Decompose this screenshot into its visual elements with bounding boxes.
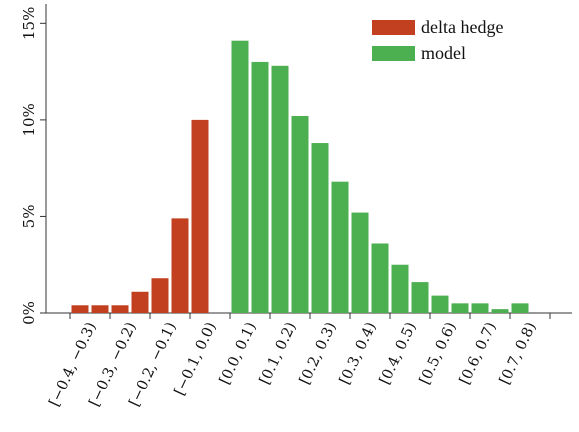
bar-model (271, 65, 289, 313)
y-tick-label: 5% (20, 205, 38, 229)
legend-label-model: model (421, 43, 466, 63)
x-tick-label: [0.5, 0.6) (417, 320, 460, 387)
bar-delta-hedge (71, 305, 89, 313)
bars (71, 40, 529, 313)
bar-delta-hedge (131, 291, 149, 313)
bar-model (451, 303, 469, 313)
bar-model (291, 116, 309, 313)
legend-label-delta-hedge: delta hedge (421, 17, 503, 37)
y-tick-label: 10% (20, 103, 38, 136)
bar-delta-hedge (191, 119, 209, 313)
bar-model (491, 309, 509, 313)
bar-model (371, 243, 389, 313)
legend-swatch-delta-hedge (372, 20, 415, 35)
x-tick-label: [−0.1, 0.0) (172, 320, 220, 398)
x-tick-label: [0.2, 0.3) (297, 320, 340, 387)
y-tick-label: 15% (20, 7, 38, 40)
y-tick-label: 0% (20, 301, 38, 325)
bar-model (351, 212, 369, 313)
x-tick-label: [0.4, 0.5) (377, 320, 420, 387)
legend: delta hedge model (372, 17, 503, 63)
bar-model (471, 303, 489, 313)
legend-swatch-model (372, 46, 415, 61)
bar-delta-hedge (171, 218, 189, 313)
bar-model (231, 40, 249, 313)
x-axis: [−0.4, −0.3)[−0.3, −0.2)[−0.2, −0.1)[−0.… (46, 312, 572, 409)
bar-model (391, 264, 409, 313)
x-tick-label: [0.3, 0.4) (337, 320, 380, 387)
bar-model (431, 295, 449, 313)
bar-model (331, 181, 349, 313)
x-tick-label: [0.1, 0.2) (257, 320, 300, 387)
bar-model (511, 303, 529, 313)
x-tick-label: [0.0, 0.1) (217, 320, 260, 387)
bar-delta-hedge (151, 278, 169, 313)
bar-model (311, 143, 329, 313)
x-tick-label: [0.6, 0.7) (457, 320, 500, 387)
x-tick-label: [0.7, 0.8) (497, 320, 540, 387)
bar-delta-hedge (111, 305, 129, 313)
bar-model (251, 61, 269, 313)
bar-delta-hedge (91, 305, 109, 313)
bar-model (411, 282, 429, 313)
y-axis: 0% 5% 10% 15% (20, 4, 47, 325)
